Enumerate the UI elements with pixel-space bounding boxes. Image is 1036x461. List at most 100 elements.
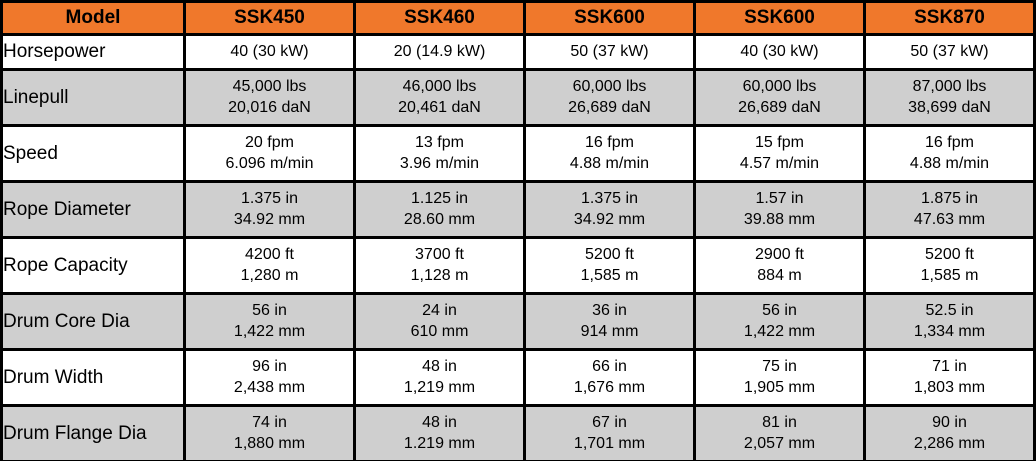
spec-value-cell: 36 in 914 mm (523, 292, 696, 351)
spec-value-cell: 90 in 2,286 mm (863, 404, 1036, 461)
spec-value-line: 47.63 mm (913, 210, 986, 228)
spec-value-line: 90 in (932, 414, 967, 432)
spec-value-cell: 3700 ft 1,128 m (353, 236, 526, 295)
spec-value-line: 1,803 mm (913, 378, 986, 396)
header-row: Model SSK450 SSK460 SSK600 SSK600 SSK870 (0, 0, 1036, 36)
spec-value-line: 24 in (422, 302, 457, 320)
spec-value-line: 4.88 m/min (569, 154, 650, 172)
spec-value-cell: 74 in 1,880 mm (183, 404, 356, 461)
table-row: Linepull 45,000 lbs 20,016 daN 46,000 lbs 20… (0, 68, 1036, 127)
model-column-header: SSK600 (693, 0, 866, 36)
spec-value-cell: 4200 ft 1,280 m (183, 236, 356, 295)
spec-value-cell: 96 in 2,438 mm (183, 348, 356, 407)
spec-value-line: 96 in (252, 358, 287, 376)
spec-value-line: 610 mm (410, 322, 469, 340)
model-column-header: SSK600 (523, 0, 696, 36)
spec-value-cell: 60,000 lbs 26,689 daN (693, 68, 866, 127)
spec-value-line: 16 fpm (925, 134, 974, 152)
spec-value-line: 4.57 m/min (739, 154, 820, 172)
spec-value-line: 52.5 in (925, 302, 974, 320)
spec-value-line: 74 in (252, 414, 287, 432)
spec-value-line: 2900 ft (755, 246, 804, 264)
spec-value-cell: 48 in 1.219 mm (353, 404, 526, 461)
spec-value-line: 1.219 mm (403, 434, 476, 452)
spec-value-cell: 71 in 1,803 mm (863, 348, 1036, 407)
spec-value-cell: 66 in 1,676 mm (523, 348, 696, 407)
spec-value-line: 884 m (757, 266, 802, 284)
spec-value-line: 1.125 in (411, 190, 468, 208)
model-header-cell: Model (0, 0, 186, 36)
spec-value-line: 1,128 m (410, 266, 469, 284)
spec-value-cell: 20 (14.9 kW) (353, 33, 526, 71)
spec-value-cell: 40 (30 kW) (693, 33, 866, 71)
row-label: Horsepower (0, 33, 186, 71)
spec-value-line: 4.88 m/min (909, 154, 990, 172)
spec-value-cell: 45,000 lbs 20,016 daN (183, 68, 356, 127)
spec-value-cell: 56 in 1,422 mm (183, 292, 356, 351)
spec-value-line: 1,676 mm (573, 378, 646, 396)
spec-value-cell: 1.375 in 34.92 mm (183, 180, 356, 239)
spec-value-line: 60,000 lbs (742, 78, 817, 96)
spec-value-line: 67 in (592, 414, 627, 432)
spec-value-line: 1,585 m (920, 266, 979, 284)
spec-value-line: 60,000 lbs (572, 78, 647, 96)
spec-value-cell: 2900 ft 884 m (693, 236, 866, 295)
spec-value-line: 71 in (932, 358, 967, 376)
spec-value-line: 81 in (762, 414, 797, 432)
spec-value-line: 26,689 daN (568, 98, 651, 116)
spec-value-line: 34.92 mm (573, 210, 646, 228)
spec-value-line: 36 in (592, 302, 627, 320)
spec-value-line: 3.96 m/min (399, 154, 480, 172)
spec-value-line: 28.60 mm (403, 210, 476, 228)
spec-value-line: 20,016 daN (228, 98, 311, 116)
spec-value-cell: 67 in 1,701 mm (523, 404, 696, 461)
spec-value-cell: 52.5 in 1,334 mm (863, 292, 1036, 351)
spec-value-cell: 50 (37 kW) (523, 33, 696, 71)
spec-table-header: Model SSK450 SSK460 SSK600 SSK600 SSK870 (0, 0, 1036, 36)
model-column-header: SSK460 (353, 0, 526, 36)
spec-value-line: 75 in (762, 358, 797, 376)
spec-value-cell: 1.57 in 39.88 mm (693, 180, 866, 239)
spec-value-line: 13 fpm (415, 134, 464, 152)
spec-value-line: 1,422 mm (233, 322, 306, 340)
spec-value-line: 48 in (422, 414, 457, 432)
spec-value-cell: 24 in 610 mm (353, 292, 526, 351)
spec-value-cell: 81 in 2,057 mm (693, 404, 866, 461)
spec-value-line: 40 (30 kW) (230, 42, 309, 60)
spec-value-line: 1,585 m (580, 266, 639, 284)
spec-value-line: 914 mm (580, 322, 639, 340)
spec-value-line: 45,000 lbs (232, 78, 307, 96)
spec-value-cell: 13 fpm 3.96 m/min (353, 124, 526, 183)
spec-value-line: 56 in (252, 302, 287, 320)
spec-value-line: 15 fpm (755, 134, 804, 152)
table-row: Rope Capacity 4200 ft 1,280 m 3700 ft 1,128 … (0, 236, 1036, 295)
spec-value-cell: 16 fpm 4.88 m/min (863, 124, 1036, 183)
table-row: Drum Width 96 in 2,438 mm 48 in 1,219 mm 66 i… (0, 348, 1036, 407)
spec-value-cell: 40 (30 kW) (183, 33, 356, 71)
spec-value-line: 2,286 mm (913, 434, 986, 452)
spec-value-line: 3700 ft (415, 246, 464, 264)
table-row: Drum Core Dia 56 in 1,422 mm 24 in 610 mm 36 … (0, 292, 1036, 351)
spec-value-cell: 1.875 in 47.63 mm (863, 180, 1036, 239)
spec-value-line: 40 (30 kW) (740, 42, 819, 60)
spec-value-line: 1.875 in (921, 190, 978, 208)
table-row: Horsepower 40 (30 kW) 20 (14.9 kW) 50 (37 k… (0, 33, 1036, 71)
spec-value-cell: 20 fpm 6.096 m/min (183, 124, 356, 183)
spec-value-line: 1,422 mm (743, 322, 816, 340)
spec-value-cell: 56 in 1,422 mm (693, 292, 866, 351)
spec-value-cell: 48 in 1,219 mm (353, 348, 526, 407)
spec-value-line: 1.375 in (581, 190, 638, 208)
spec-value-line: 5200 ft (925, 246, 974, 264)
spec-value-line: 20,461 daN (398, 98, 481, 116)
spec-value-cell: 1.375 in 34.92 mm (523, 180, 696, 239)
spec-value-cell: 16 fpm 4.88 m/min (523, 124, 696, 183)
model-column-header: SSK870 (863, 0, 1036, 36)
row-label: Drum Width (0, 348, 186, 407)
spec-value-line: 50 (37 kW) (910, 42, 989, 60)
spec-value-line: 1.375 in (241, 190, 298, 208)
spec-value-line: 2,057 mm (743, 434, 816, 452)
spec-value-line: 56 in (762, 302, 797, 320)
spec-value-line: 66 in (592, 358, 627, 376)
spec-value-line: 48 in (422, 358, 457, 376)
spec-value-line: 26,689 daN (738, 98, 821, 116)
